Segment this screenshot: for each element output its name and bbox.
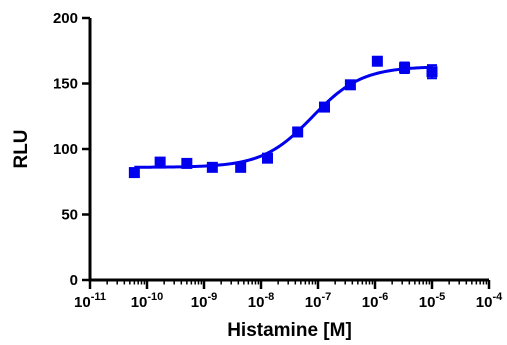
y-axis-title: RLU (11, 129, 32, 168)
axes-layer (88, 18, 489, 282)
y-tick-label: 150 (53, 76, 78, 93)
y-tick-label: 50 (61, 207, 78, 224)
data-point (235, 161, 247, 173)
x-tick-label: 10-10 (131, 291, 164, 311)
y-tick-label: 0 (70, 272, 78, 289)
data-point (128, 167, 140, 179)
x-tick-label: 10-11 (74, 291, 106, 311)
x-tick-label: 10-9 (191, 291, 217, 311)
data-point (344, 79, 356, 91)
y-tick-label: 100 (53, 141, 78, 158)
data-point (399, 62, 411, 74)
x-axis-title: Histamine [M] (227, 320, 352, 341)
x-tick-label: 10-4 (476, 291, 503, 311)
data-point (261, 152, 273, 164)
data-points-layer (128, 55, 438, 179)
data-point (292, 126, 304, 138)
fit-curve-layer (134, 65, 433, 169)
x-tick-label: 10-5 (419, 291, 445, 311)
data-point (371, 55, 383, 67)
data-point (206, 161, 218, 173)
fit-curve (134, 65, 433, 169)
data-point (318, 101, 330, 113)
data-point (154, 156, 166, 168)
y-tick-label: 200 (53, 10, 78, 27)
x-ticks-layer: 10-11 10-10 10-9 10-8 10-7 10-6 10-5 10-4 (74, 280, 503, 311)
data-point (181, 157, 193, 169)
y-ticks-layer: 0 50 100 150 200 (53, 10, 90, 289)
x-tick-label: 10-6 (362, 291, 388, 311)
x-tick-label: 10-7 (305, 291, 331, 311)
data-point (426, 66, 438, 78)
x-tick-label: 10-8 (248, 291, 274, 311)
